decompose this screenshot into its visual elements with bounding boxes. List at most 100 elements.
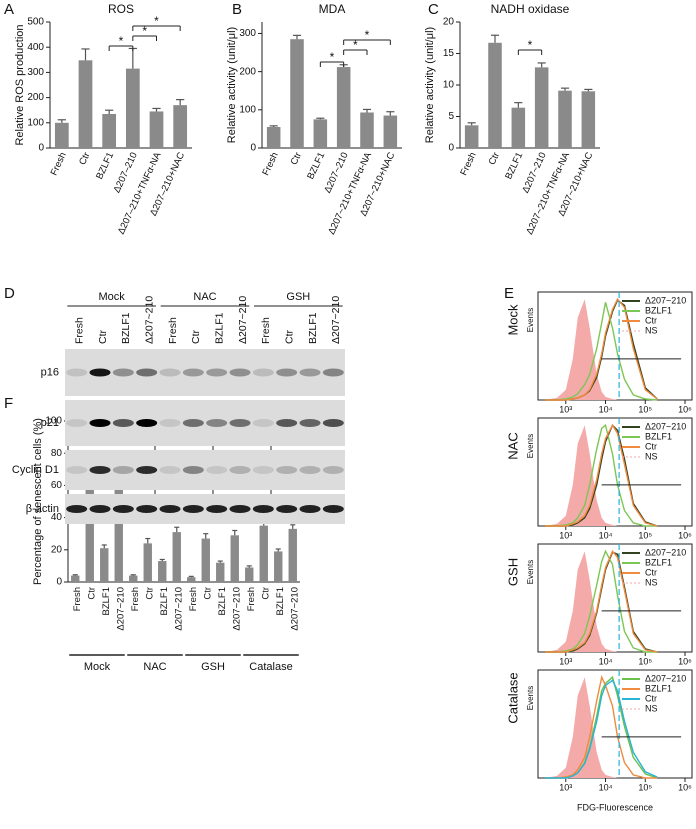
lane-label: Δ207~210 — [143, 296, 155, 344]
x-tick-label: 10⁵ — [638, 782, 652, 792]
x-tick-label: BZLF1 — [275, 587, 286, 616]
histogram-line — [545, 302, 658, 401]
lane-label: BZLF1 — [213, 312, 225, 344]
y-tick-label: 0 — [38, 143, 44, 154]
y-tick-label: 20 — [443, 17, 455, 28]
lane-label: Δ207~210 — [237, 296, 249, 344]
x-tick-label: 10⁶ — [678, 782, 692, 792]
x-tick-label: Fresh — [260, 151, 280, 178]
band — [299, 505, 321, 513]
chart-title: MDA — [319, 2, 346, 16]
band — [252, 368, 274, 377]
y-tick-label: 200 — [27, 92, 44, 103]
histogram-line — [545, 549, 658, 653]
chart-title: ROS — [108, 2, 134, 16]
x-tick-label: BZLF1 — [217, 587, 228, 616]
histogram-line — [545, 423, 658, 527]
histogram-area — [545, 551, 658, 652]
y-axis-label: Percentage of senescent cells (%) — [32, 418, 44, 585]
bar — [558, 90, 572, 148]
blot-strip — [65, 450, 345, 490]
legend-label: Δ207~210 — [645, 673, 686, 683]
bar — [266, 127, 281, 148]
band — [112, 368, 134, 377]
panel-letter: B — [232, 1, 242, 18]
panel-letter: F — [4, 395, 13, 412]
lane-label: BZLF1 — [120, 312, 132, 344]
band — [66, 419, 88, 427]
panel-letter: D — [4, 285, 15, 302]
y-tick-label: 20 — [51, 544, 63, 555]
blot-strip — [65, 400, 345, 446]
band — [89, 466, 111, 474]
bar — [313, 119, 328, 148]
lane-label: Ctr — [283, 330, 295, 345]
bar — [245, 567, 254, 582]
bar — [360, 112, 374, 148]
band — [299, 466, 321, 474]
bar — [383, 115, 398, 148]
panel-letter: A — [4, 1, 14, 18]
band — [252, 466, 274, 474]
y-tick-label: 0 — [56, 577, 62, 588]
y-axis-label: Events — [526, 686, 535, 710]
band — [276, 419, 298, 427]
y-tick-label: 500 — [27, 17, 44, 28]
band — [276, 466, 298, 474]
band — [252, 419, 274, 427]
legend-label: NS — [645, 577, 658, 587]
bar — [102, 113, 117, 148]
histogram-line — [545, 423, 658, 527]
legend-label: NS — [645, 703, 658, 713]
y-tick-label: 100 — [239, 104, 256, 115]
histogram-area — [545, 299, 658, 400]
lane-label: Fresh — [260, 317, 272, 344]
y-axis-label: Relative ROS production — [14, 24, 26, 145]
x-tick-label: 10⁵ — [638, 404, 652, 414]
x-tick-label: 10⁴ — [599, 530, 613, 540]
bar — [54, 122, 69, 148]
band — [159, 466, 181, 474]
bar — [288, 528, 297, 582]
band — [182, 419, 204, 427]
bar — [201, 538, 210, 582]
group-label: Mock — [84, 661, 111, 673]
x-tick-label: Δ207~210 — [115, 587, 126, 631]
band — [136, 368, 158, 377]
row-label: p16 — [41, 366, 59, 378]
panel-title: Mock — [505, 304, 520, 336]
x-tick-label: Fresh — [188, 587, 199, 611]
y-tick-label: 0 — [448, 143, 454, 154]
band — [182, 505, 204, 513]
x-tick-label: Ctr — [487, 151, 502, 167]
x-tick-label: 10⁶ — [678, 404, 692, 414]
legend-label: Δ207~210 — [645, 295, 686, 305]
lane-label: Fresh — [167, 317, 179, 344]
panel-title: NAC — [505, 432, 520, 459]
x-axis-label: FDG-Fluorescence — [577, 802, 653, 812]
group-label: GSH — [201, 661, 225, 673]
band — [112, 419, 134, 427]
lane-label: Ctr — [190, 330, 202, 345]
band — [322, 419, 344, 427]
group-label: NAC — [143, 661, 166, 673]
band — [66, 368, 88, 377]
x-tick-label: 10⁶ — [678, 656, 692, 666]
bar — [274, 551, 283, 582]
significance-label: * — [142, 24, 147, 38]
band — [229, 368, 251, 377]
bar — [581, 91, 596, 148]
histogram-area — [545, 425, 658, 526]
x-tick-label: Ctr — [289, 151, 304, 167]
bar — [125, 68, 140, 148]
y-tick-label: 5 — [448, 111, 454, 122]
x-tick-label: Ctr — [260, 587, 271, 600]
bar — [85, 467, 94, 582]
x-tick-label: Fresh — [49, 151, 69, 178]
bar — [78, 60, 93, 148]
band — [66, 505, 88, 513]
band — [136, 419, 158, 427]
group-label: NAC — [193, 291, 216, 303]
histogram-line — [545, 549, 658, 653]
